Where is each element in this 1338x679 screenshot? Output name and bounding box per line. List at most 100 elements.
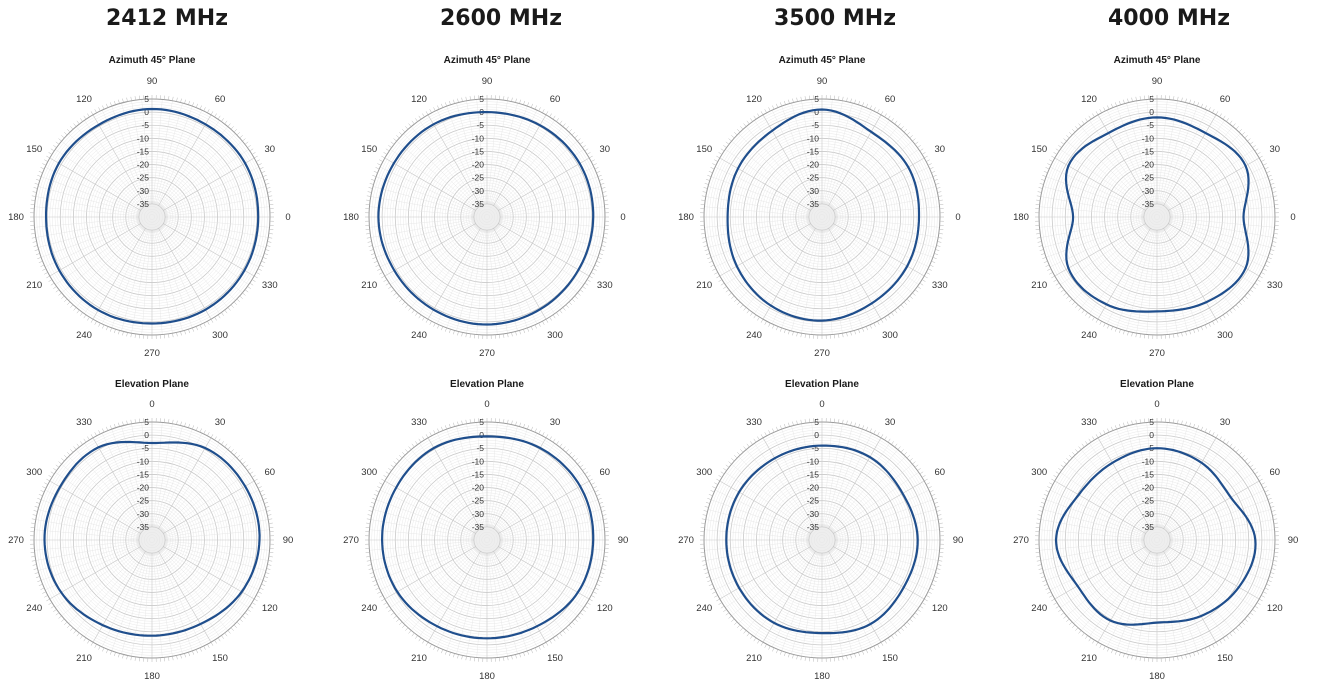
outer-tick	[1219, 316, 1222, 321]
outer-tick	[1123, 99, 1125, 104]
angle-tick-label: 330	[746, 417, 762, 428]
outer-tick	[1085, 312, 1088, 316]
outer-tick	[1127, 98, 1129, 103]
outer-tick	[377, 486, 382, 489]
grid-spoke	[427, 437, 481, 529]
outer-tick	[1232, 630, 1236, 634]
outer-tick	[210, 642, 214, 646]
outer-tick	[924, 478, 928, 482]
grid-spoke	[1165, 449, 1234, 531]
outer-tick	[1261, 595, 1265, 598]
outer-tick	[701, 199, 706, 201]
outer-tick	[1261, 482, 1265, 485]
outer-tick	[368, 187, 373, 189]
r-tick-label: -10	[137, 133, 150, 143]
outer-tick	[1040, 576, 1045, 578]
outer-tick	[934, 576, 939, 578]
outer-tick	[549, 436, 552, 441]
grid-spoke	[1169, 176, 1268, 213]
grid-spoke	[835, 529, 940, 540]
outer-tick	[919, 148, 924, 152]
outer-tick	[1039, 506, 1044, 508]
r-tick-label: 5	[144, 417, 149, 427]
outer-tick	[562, 307, 566, 311]
grid-spoke	[164, 219, 269, 238]
outer-tick	[1119, 100, 1121, 105]
outer-tick	[1078, 123, 1082, 127]
r-tick-label: -10	[472, 456, 485, 466]
outer-tick	[897, 307, 901, 311]
grid-spoke	[492, 228, 538, 325]
outer-tick	[1127, 421, 1129, 426]
outer-tick	[894, 120, 898, 125]
outer-tick	[850, 331, 852, 336]
outer-tick	[266, 568, 271, 570]
grid-spoke	[762, 551, 816, 643]
grid-spoke	[711, 499, 810, 536]
outer-tick	[716, 598, 720, 602]
angle-tick-label: 0	[149, 399, 154, 410]
outer-tick	[760, 111, 764, 115]
outer-tick	[383, 602, 388, 605]
frequency-title-4000: 4000 MHz	[1108, 6, 1230, 31]
outer-tick	[94, 432, 97, 436]
outer-tick	[873, 645, 876, 650]
outer-tick	[938, 233, 943, 235]
outer-tick	[375, 490, 380, 493]
outer-tick	[934, 179, 939, 181]
outer-tick	[1063, 615, 1067, 619]
outer-tick	[33, 568, 38, 570]
outer-tick	[1045, 167, 1050, 170]
outer-tick	[927, 268, 932, 271]
outer-tick	[405, 627, 409, 631]
grid-spoke	[164, 220, 267, 248]
outer-tick	[1092, 436, 1095, 441]
outer-tick	[221, 635, 224, 639]
chart-title: Elevation Plane	[450, 379, 524, 390]
outer-tick	[760, 434, 764, 438]
outer-tick	[725, 464, 730, 468]
outer-tick	[381, 275, 385, 279]
angle-tick-label: 0	[955, 212, 960, 223]
outer-tick	[579, 464, 584, 468]
grid-spoke	[1169, 519, 1274, 538]
outer-tick	[579, 612, 584, 616]
outer-tick	[227, 630, 231, 634]
grid-spoke	[419, 120, 480, 207]
outer-tick	[912, 138, 916, 142]
outer-tick	[723, 286, 727, 289]
outer-tick	[737, 452, 741, 456]
outer-tick	[373, 583, 378, 586]
grid-spoke	[791, 425, 819, 528]
outer-tick	[582, 609, 586, 612]
grid-spoke	[801, 229, 820, 334]
outer-tick	[1055, 148, 1060, 152]
angle-tick-label: 330	[1267, 280, 1283, 291]
outer-tick	[701, 233, 706, 235]
grid-spoke	[84, 120, 145, 207]
grid-spoke	[831, 140, 913, 209]
outer-tick	[1069, 455, 1073, 459]
outer-tick	[1226, 312, 1229, 316]
r-tick-label: -35	[137, 199, 150, 209]
outer-tick	[530, 326, 533, 331]
outer-tick	[449, 329, 451, 334]
outer-tick	[906, 455, 910, 459]
outer-tick	[37, 580, 42, 582]
outer-tick	[784, 423, 786, 428]
outer-tick	[788, 330, 790, 335]
outer-tick	[366, 522, 371, 524]
grid-spoke	[801, 423, 820, 528]
outer-tick	[207, 644, 210, 648]
outer-tick	[405, 126, 409, 130]
outer-tick	[67, 452, 71, 456]
outer-tick	[90, 319, 94, 323]
grid-ring	[141, 206, 163, 228]
outer-tick	[267, 241, 272, 243]
outer-tick	[542, 109, 545, 113]
outer-tick	[64, 132, 68, 136]
outer-tick	[591, 482, 595, 485]
grid-spoke	[403, 133, 478, 208]
outer-tick	[425, 642, 429, 646]
outer-tick	[1115, 327, 1117, 332]
